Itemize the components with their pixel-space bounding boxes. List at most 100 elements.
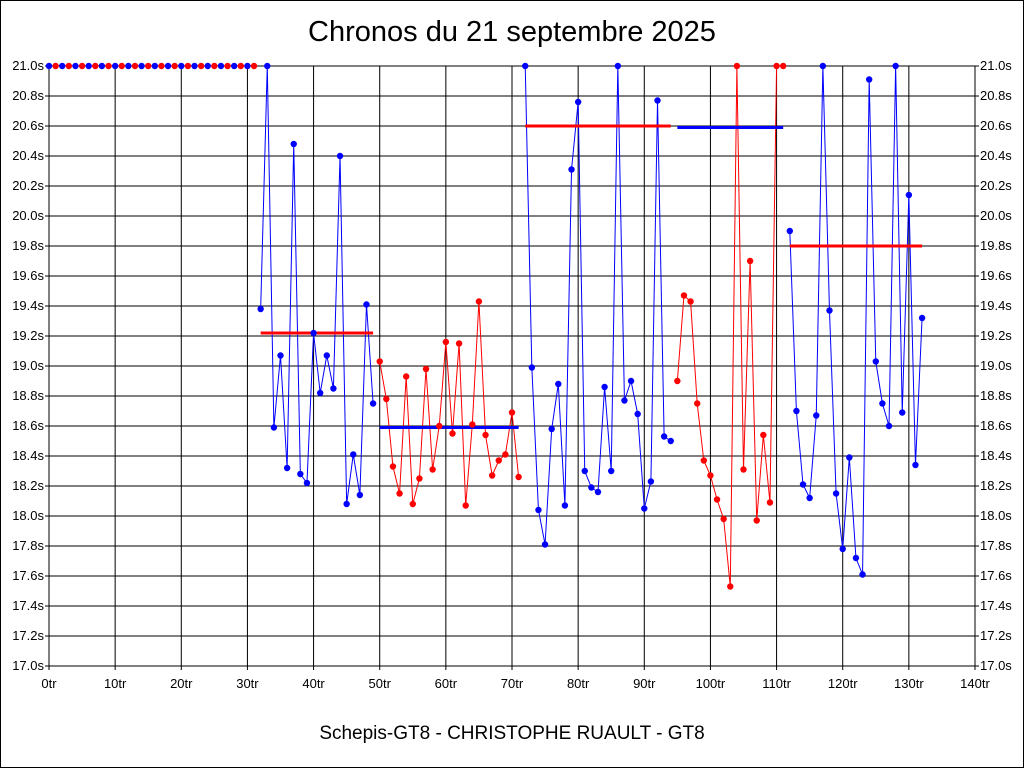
y-tick-label-right: 17.8s — [980, 538, 1012, 553]
data-point — [912, 461, 919, 469]
data-point — [65, 62, 73, 70]
data-point — [178, 62, 185, 70]
y-tick-label-left: 18.0s — [12, 508, 44, 523]
data-point — [197, 62, 205, 70]
data-point — [138, 62, 145, 70]
data-point — [356, 491, 364, 499]
y-tick-label-left: 17.0s — [12, 658, 44, 673]
data-point — [455, 340, 463, 347]
data-point — [561, 502, 569, 509]
y-tick-label-right: 20.6s — [980, 118, 1012, 133]
data-point — [330, 385, 337, 392]
data-point — [184, 62, 192, 70]
y-tick-label-right: 20.4s — [980, 148, 1012, 163]
data-point — [826, 307, 833, 314]
data-point — [118, 62, 125, 70]
data-point — [244, 62, 251, 70]
data-point — [634, 410, 641, 418]
data-point — [588, 484, 595, 491]
data-point — [270, 424, 278, 431]
x-tick-label: 50tr — [369, 676, 392, 691]
data-point — [297, 470, 304, 478]
y-tick-label-left: 17.4s — [12, 598, 44, 613]
x-tick-label: 90tr — [633, 676, 656, 691]
data-point — [535, 506, 542, 514]
series-line — [524, 65, 672, 545]
series-line — [379, 301, 520, 506]
data-point — [350, 451, 357, 458]
y-tick-label-right: 18.4s — [980, 448, 1012, 463]
data-point — [720, 515, 727, 523]
y-tick-label-left: 18.4s — [12, 448, 44, 463]
y-tick-label-right: 19.6s — [980, 268, 1012, 283]
data-point — [462, 502, 469, 509]
y-tick-label-left: 19.0s — [12, 358, 44, 373]
data-point — [733, 62, 741, 70]
data-point — [627, 377, 635, 385]
x-tick-label: 10tr — [104, 676, 127, 691]
data-point — [852, 554, 860, 562]
data-point — [449, 430, 456, 437]
data-point — [277, 352, 284, 359]
data-point — [786, 227, 793, 235]
data-point — [283, 464, 291, 472]
data-point — [872, 358, 879, 365]
data-point — [389, 463, 397, 470]
y-tick-label-left: 17.2s — [12, 628, 44, 643]
data-point — [85, 62, 92, 70]
data-point — [422, 365, 430, 373]
data-point — [369, 400, 377, 407]
data-point — [98, 62, 106, 70]
y-tick-label-right: 19.2s — [980, 328, 1012, 343]
data-point — [151, 62, 159, 70]
data-point — [865, 76, 873, 83]
x-tick-label: 20tr — [170, 676, 193, 691]
data-point — [694, 400, 701, 407]
data-point — [469, 421, 476, 428]
x-tick-label: 40tr — [302, 676, 325, 691]
data-point — [383, 395, 390, 403]
data-point — [217, 62, 225, 70]
data-point — [674, 377, 681, 385]
data-point — [164, 62, 172, 70]
x-tick-label: 130tr — [894, 676, 924, 691]
data-point — [204, 62, 211, 70]
data-point — [779, 62, 787, 70]
x-tick-label: 0tr — [41, 676, 57, 691]
y-tick-label-right: 18.0s — [980, 508, 1012, 523]
data-point — [885, 422, 893, 430]
y-tick-label-left: 20.0s — [12, 208, 44, 223]
data-point — [92, 62, 99, 70]
y-tick-label-left: 17.6s — [12, 568, 44, 583]
data-point — [819, 62, 827, 70]
y-tick-label-right: 18.2s — [980, 478, 1012, 493]
data-point — [654, 97, 661, 104]
y-tick-label-left: 21.0s — [12, 58, 44, 73]
data-point — [416, 475, 423, 482]
x-tick-label: 100tr — [696, 676, 726, 691]
data-point — [740, 466, 747, 473]
y-tick-label-left: 19.2s — [12, 328, 44, 343]
data-point — [766, 499, 774, 506]
data-point — [727, 583, 734, 590]
y-tick-label-right: 18.8s — [980, 388, 1012, 403]
y-tick-label-left: 19.6s — [12, 268, 44, 283]
data-point — [131, 62, 139, 70]
data-point — [237, 62, 245, 70]
data-point — [343, 500, 350, 508]
data-point — [125, 62, 132, 70]
y-tick-label-right: 19.0s — [980, 358, 1012, 373]
data-point — [621, 397, 628, 404]
data-point — [793, 407, 800, 415]
data-point — [488, 472, 496, 479]
y-tick-label-left: 20.6s — [12, 118, 44, 133]
y-tick-label-right: 17.4s — [980, 598, 1012, 613]
y-tick-label-left: 20.4s — [12, 148, 44, 163]
data-point — [171, 62, 178, 70]
data-point — [641, 505, 648, 512]
x-tick-label: 30tr — [236, 676, 259, 691]
data-point — [707, 472, 714, 479]
data-point — [158, 62, 165, 70]
y-tick-label-left: 18.8s — [12, 388, 44, 403]
